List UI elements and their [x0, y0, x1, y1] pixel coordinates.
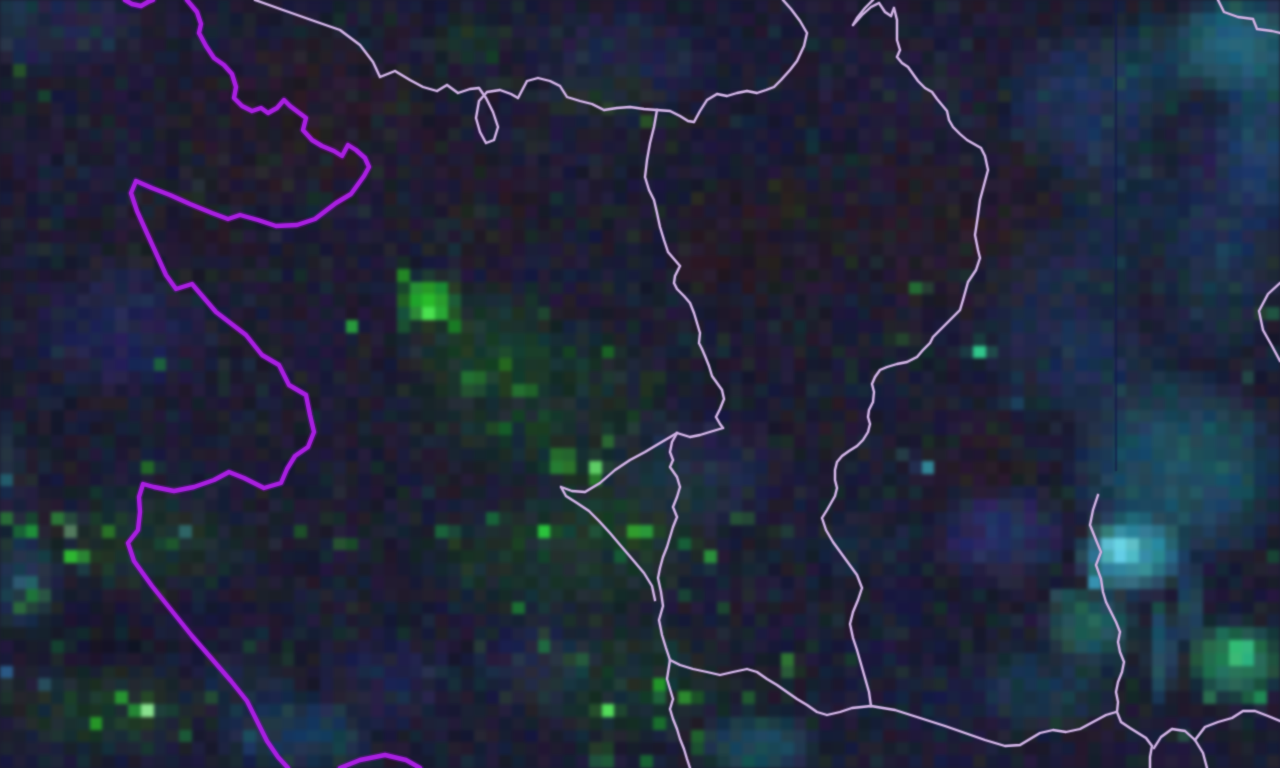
satellite-weather-map[interactable]	[0, 0, 1280, 768]
admin-borders-overlay	[0, 0, 1280, 768]
